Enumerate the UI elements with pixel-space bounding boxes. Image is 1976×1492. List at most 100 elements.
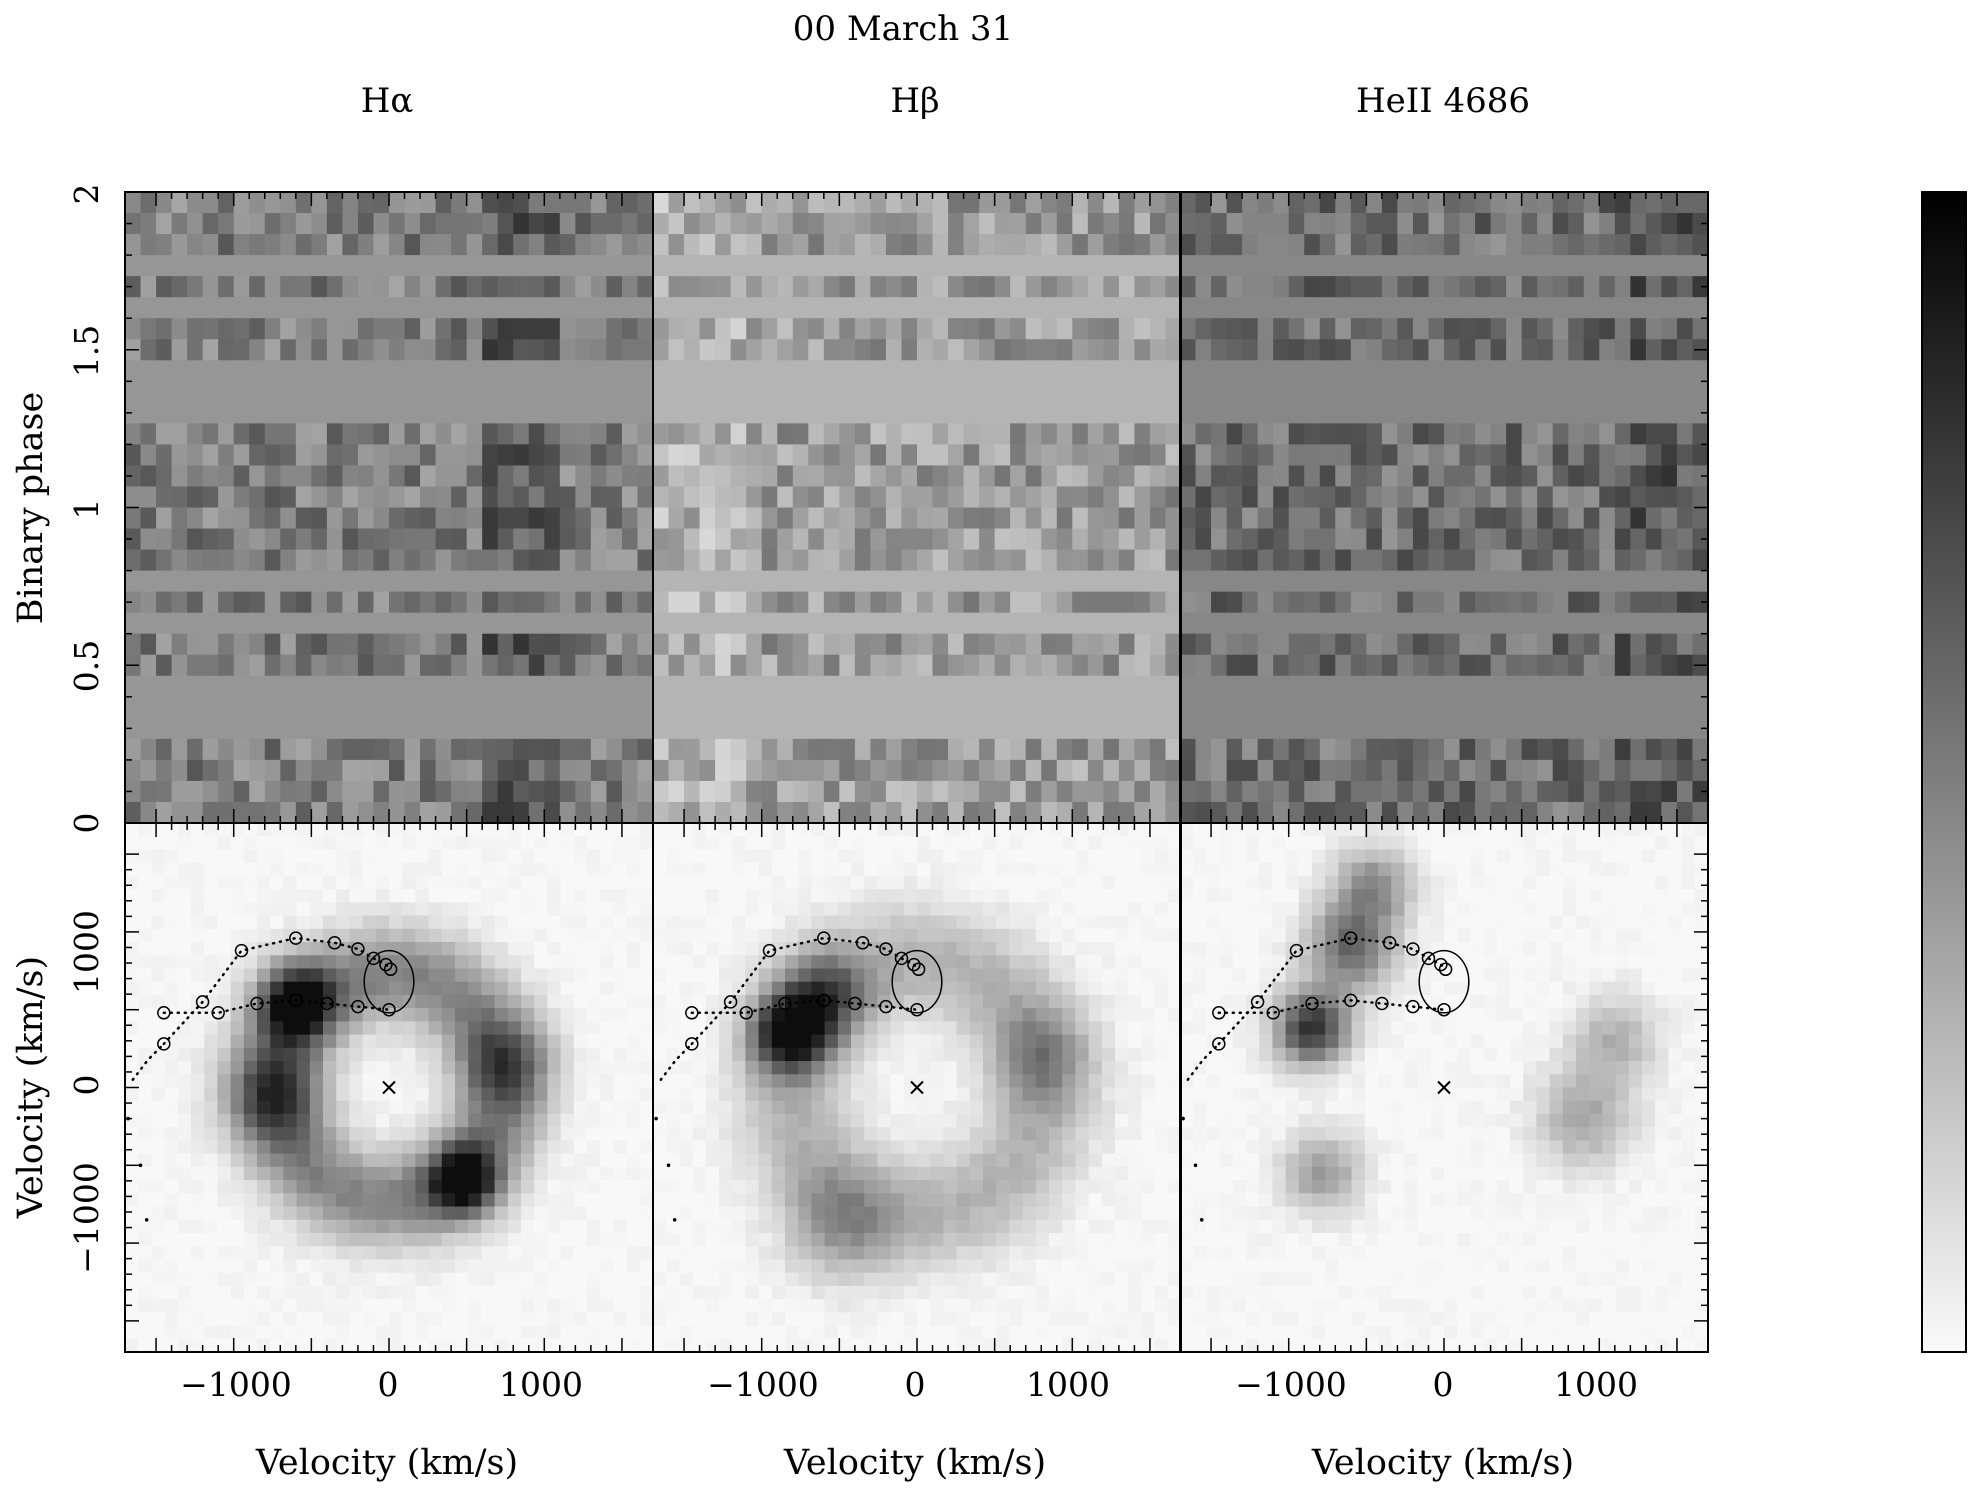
trail-cell <box>1506 549 1523 572</box>
trail-cell <box>497 801 514 824</box>
trail-cell <box>187 675 204 698</box>
trail-cell <box>1350 192 1367 214</box>
trail-cell <box>1412 801 1430 824</box>
trail-cell <box>730 696 747 719</box>
map-cell <box>375 1047 390 1062</box>
map-cell <box>309 1338 324 1353</box>
trail-cell <box>1041 402 1058 424</box>
map-cell <box>362 1100 377 1115</box>
map-cell <box>534 1285 548 1300</box>
map-cell <box>428 928 443 943</box>
trail-cell <box>1583 780 1600 803</box>
map-cell <box>626 1193 641 1208</box>
trail-cell <box>125 423 142 445</box>
map-cell <box>1075 862 1090 877</box>
trail-cell <box>699 696 716 719</box>
map-cell <box>164 1246 179 1261</box>
trail-cell <box>839 591 856 614</box>
trail-cell <box>482 234 499 256</box>
trail-cell <box>1661 528 1678 551</box>
trail-cell <box>1165 780 1182 803</box>
map-cell <box>138 942 152 956</box>
trail-cell <box>1412 633 1430 656</box>
trail-cell <box>1288 696 1305 719</box>
trail-cell <box>451 675 468 698</box>
map-cell <box>230 1232 245 1247</box>
trail-cell <box>295 234 312 256</box>
trail-cell <box>420 339 437 361</box>
trail-cell <box>1257 486 1274 509</box>
trail-cell <box>808 318 825 340</box>
map-cell <box>1022 836 1037 851</box>
trail-cell <box>792 423 809 445</box>
trail-cell <box>901 507 918 530</box>
trail-cell <box>1552 570 1569 593</box>
trail-cell <box>730 717 747 740</box>
trail-cell <box>295 444 312 467</box>
map-cell <box>138 1338 152 1353</box>
map-cell <box>349 902 364 917</box>
map-cell <box>441 823 456 837</box>
trail-cell <box>342 654 359 677</box>
trail-cell <box>1428 738 1445 761</box>
map-cell <box>1167 915 1182 930</box>
trail-cell <box>1599 402 1616 424</box>
trail-cell <box>1304 360 1321 382</box>
map-cell <box>1154 889 1169 903</box>
trail-cell <box>249 360 266 382</box>
trail-cell <box>823 633 840 656</box>
trail-cell <box>466 318 483 340</box>
trail-cell <box>1459 297 1476 319</box>
map-cell <box>613 942 628 956</box>
map-cell <box>890 902 905 917</box>
trail-cell <box>1428 297 1445 319</box>
trail-cell <box>1335 297 1352 319</box>
trail-cell <box>420 255 437 277</box>
map-cell <box>560 889 575 903</box>
trail-cell <box>1506 444 1523 467</box>
trail-cell <box>1397 654 1414 677</box>
trail-cell <box>264 759 281 782</box>
map-cell <box>481 902 496 917</box>
trail-cell <box>513 759 530 782</box>
trail-cell <box>1599 213 1616 235</box>
trail-cell <box>792 213 809 235</box>
trail-cell <box>1118 444 1136 467</box>
trail-cell <box>777 234 794 256</box>
trail-cell <box>963 549 980 572</box>
trail-cell <box>466 507 483 530</box>
trail-cell <box>1630 696 1647 719</box>
trail-cell <box>1521 339 1538 361</box>
trail-cell <box>1226 444 1243 467</box>
map-cell <box>455 1219 469 1234</box>
map-cell <box>521 1219 535 1234</box>
trail-cell <box>1180 402 1197 424</box>
trail-cell <box>1568 213 1585 235</box>
map-cell <box>177 1034 192 1049</box>
map-cell <box>164 1312 179 1327</box>
trail-cell <box>1444 654 1461 677</box>
trail-cell <box>187 465 204 488</box>
map-cell <box>521 849 535 864</box>
map-cell <box>851 889 865 903</box>
map-cell <box>164 1074 179 1089</box>
map-cell <box>441 836 456 851</box>
trail-cell <box>1552 717 1569 740</box>
trail-cell <box>948 717 965 740</box>
trail-cell <box>808 675 825 698</box>
map-cell <box>468 1312 482 1327</box>
map-cell <box>1128 915 1142 930</box>
trail-cell <box>156 255 173 277</box>
trail-cell <box>746 738 763 761</box>
trail-cell <box>1614 780 1631 803</box>
trail-cell <box>311 528 328 551</box>
trail-cell <box>684 612 701 635</box>
map-cell <box>837 875 852 890</box>
trail-cell <box>901 549 918 572</box>
trail-cell <box>513 591 530 614</box>
map-cell <box>336 1325 350 1340</box>
trail-cell <box>637 528 654 551</box>
trail-cell <box>559 381 576 403</box>
trail-cell <box>1521 360 1538 382</box>
map-cell <box>917 823 931 837</box>
